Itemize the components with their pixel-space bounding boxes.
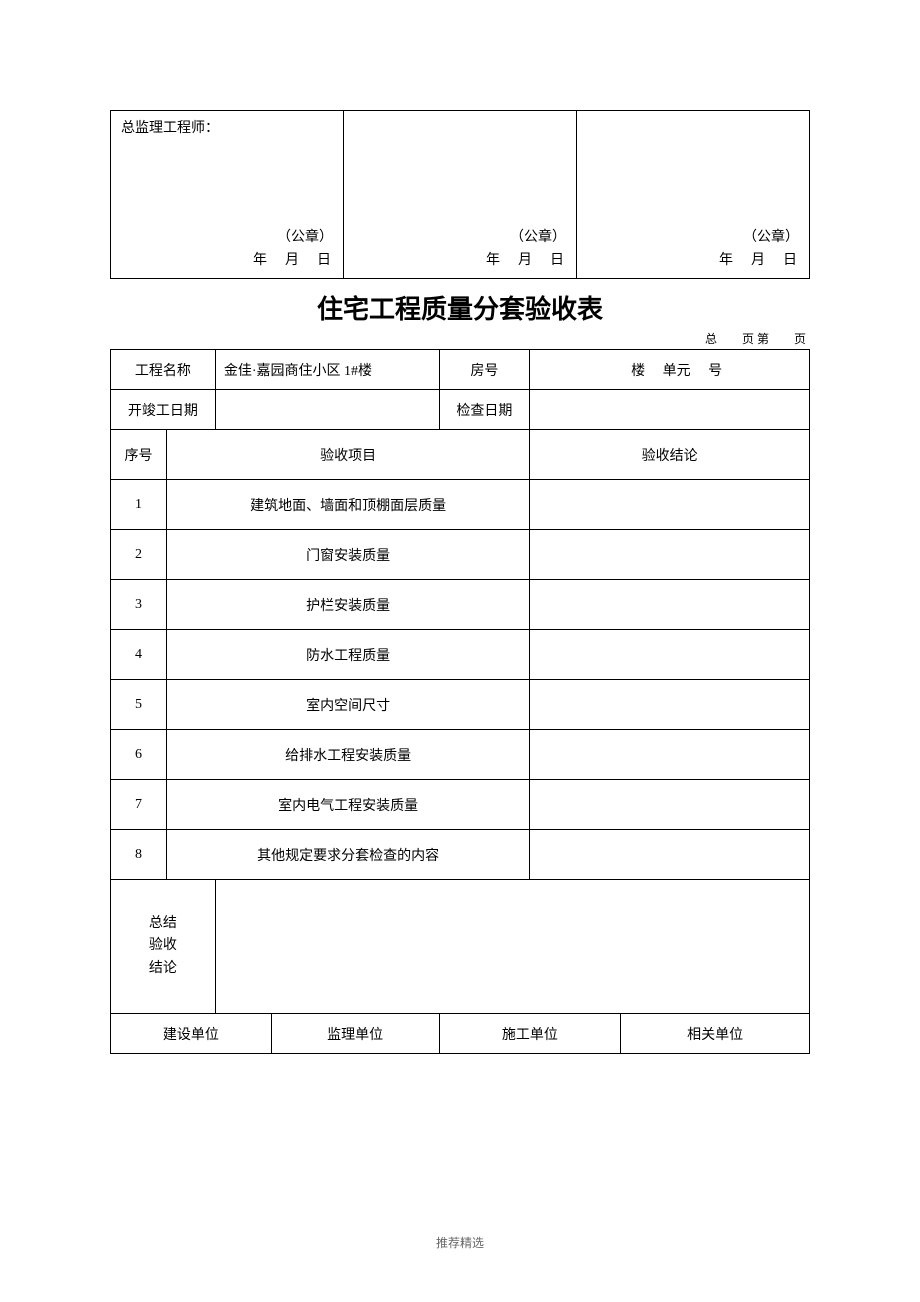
item-name: 给排水工程安装质量 [166,730,529,780]
column-header-row: 序号 验收项目 验收结论 [111,430,810,480]
item-conclusion [530,830,810,880]
unit-builder: 施工单位 [439,1014,621,1054]
item-conclusion [530,580,810,630]
date-text-3: 年 月 日 [587,250,799,272]
item-no: 1 [111,480,167,530]
summary-row: 总结 验收 结论 [111,880,810,1014]
page-count-suffix: 页 [794,332,806,346]
room-building-label: 楼 [631,364,645,379]
table-row: 6 给排水工程安装质量 [111,730,810,780]
signature-block: 总监理工程师： （公章） 年 月 日 （公章） 年 月 日 （公章） 年 月 日 [110,110,810,279]
unit-construction: 建设单位 [111,1014,272,1054]
table-row: 7 室内电气工程安装质量 [111,780,810,830]
col-conclusion-header: 验收结论 [530,430,810,480]
item-no: 5 [111,680,167,730]
room-unit-label: 单元 [663,364,691,379]
item-name: 其他规定要求分套检查的内容 [166,830,529,880]
date-text-1: 年 月 日 [121,250,333,272]
table-row: 2 门窗安装质量 [111,530,810,580]
col-seq-header: 序号 [111,430,167,480]
item-name: 室内空间尺寸 [166,680,529,730]
item-name: 室内电气工程安装质量 [166,780,529,830]
item-no: 2 [111,530,167,580]
item-no: 6 [111,730,167,780]
seal-text-1: （公章） [121,227,333,249]
item-name: 门窗安装质量 [166,530,529,580]
item-conclusion [530,480,810,530]
item-conclusion [530,780,810,830]
seal-text-2: （公章） [354,227,566,249]
table-row: 4 防水工程质量 [111,630,810,680]
start-end-date-label: 开竣工日期 [111,390,216,430]
sig-cell-1: 总监理工程师： （公章） 年 月 日 [111,111,344,279]
footer-text: 推荐精选 [110,1234,810,1251]
unit-row: 建设单位 监理单位 施工单位 相关单位 [111,1014,810,1054]
project-name-value: 金佳·嘉园商住小区 1#楼 [215,350,439,390]
item-no: 4 [111,630,167,680]
item-name: 建筑地面、墙面和顶棚面层质量 [166,480,529,530]
check-date-value [530,390,810,430]
item-no: 8 [111,830,167,880]
unit-related: 相关单位 [621,1014,810,1054]
page-count-mid: 页 第 [742,332,769,346]
sig-cell-3: （公章） 年 月 日 [577,111,810,279]
table-row: 3 护栏安装质量 [111,580,810,630]
item-name: 护栏安装质量 [166,580,529,630]
table-row: 5 室内空间尺寸 [111,680,810,730]
summary-line2: 验收 [119,935,207,957]
date-text-2: 年 月 日 [354,250,566,272]
page-count-prefix: 总 [705,332,717,346]
sig-cell-2: （公章） 年 月 日 [344,111,577,279]
summary-content [215,880,809,1014]
acceptance-table: 工程名称 金佳·嘉园商住小区 1#楼 房号 楼 单元 号 开竣工日期 检查日期 … [110,349,810,1054]
col-item-header: 验收项目 [166,430,529,480]
room-number-label: 号 [708,364,722,379]
summary-line3: 结论 [119,958,207,980]
summary-line1: 总结 [119,913,207,935]
item-conclusion [530,730,810,780]
unit-supervision: 监理单位 [271,1014,439,1054]
start-end-date-value [215,390,439,430]
room-no-value: 楼 单元 号 [530,350,810,390]
date-row: 开竣工日期 检查日期 [111,390,810,430]
seal-text-3: （公章） [587,227,799,249]
table-row: 1 建筑地面、墙面和顶棚面层质量 [111,480,810,530]
item-conclusion [530,530,810,580]
item-conclusion [530,680,810,730]
page-title: 住宅工程质量分套验收表 [110,289,810,326]
item-conclusion [530,630,810,680]
project-name-row: 工程名称 金佳·嘉园商住小区 1#楼 房号 楼 单元 号 [111,350,810,390]
item-name: 防水工程质量 [166,630,529,680]
project-name-label: 工程名称 [111,350,216,390]
table-row: 8 其他规定要求分套检查的内容 [111,830,810,880]
item-no: 3 [111,580,167,630]
summary-label: 总结 验收 结论 [111,880,216,1014]
check-date-label: 检查日期 [439,390,530,430]
chief-engineer-label: 总监理工程师： [121,117,333,137]
item-no: 7 [111,780,167,830]
page-counter: 总 页 第 页 [110,330,810,347]
room-no-label: 房号 [439,350,530,390]
